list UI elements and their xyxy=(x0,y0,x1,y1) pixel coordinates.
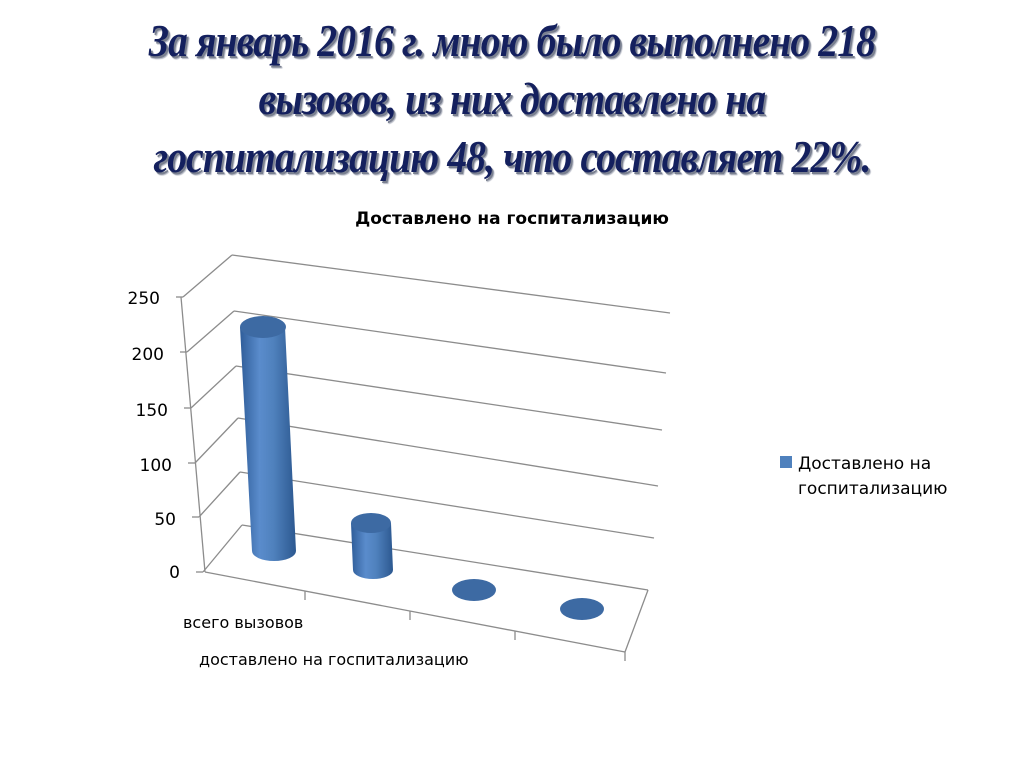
y-tick-50: 50 xyxy=(154,510,176,530)
gridlines xyxy=(176,254,671,661)
chart-legend: Доставлено на госпитализацию xyxy=(780,452,947,502)
x-label-dostavleno: доставлено на госпитализацию xyxy=(199,650,469,669)
slide-title-line-2: вызовов, из них доставлено на xyxy=(258,73,767,124)
slide-title: За январь 2016 г. мною было выполнено 21… xyxy=(72,12,953,186)
y-tick-200: 200 xyxy=(132,345,164,365)
y-tick-250: 250 xyxy=(128,289,160,309)
slide-title-line-1: За январь 2016 г. мною было выполнено 21… xyxy=(148,15,876,66)
x-label-vsego-vyzovov: всего вызовов xyxy=(183,613,304,632)
bar-empty-4 xyxy=(560,598,604,620)
bar-dostavleno xyxy=(351,513,393,579)
legend-label-line-1: Доставлено на xyxy=(798,454,932,474)
bar-vsego-vyzovov xyxy=(240,316,296,561)
y-axis-ticks: 250 200 150 100 50 0 xyxy=(128,289,180,583)
chart-title: Доставлено на госпитализацию xyxy=(355,209,669,229)
y-tick-100: 100 xyxy=(140,456,172,476)
y-tick-150: 150 xyxy=(136,401,168,421)
slide-title-line-3: госпитализацию 48, что составляет 22%. xyxy=(153,131,871,182)
legend-swatch-icon xyxy=(780,456,792,468)
legend-label-line-2: госпитализацию xyxy=(798,479,948,499)
bar-empty-3 xyxy=(452,579,496,601)
y-tick-0: 0 xyxy=(169,563,180,583)
